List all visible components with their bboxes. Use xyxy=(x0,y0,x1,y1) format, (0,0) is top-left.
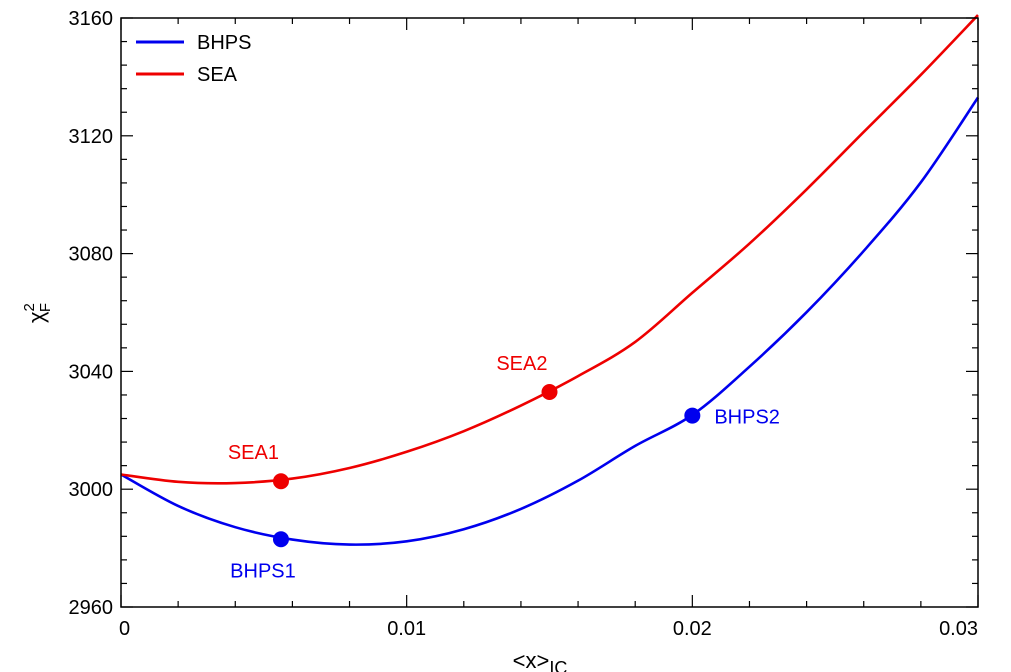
y-tick-label: 3040 xyxy=(69,361,114,383)
point-label-bhps2: BHPS2 xyxy=(714,407,780,429)
x-axis-title: <x>IC xyxy=(513,648,568,672)
x-axis-title-sub: IC xyxy=(549,658,567,672)
y-axis-title-sup: 2 xyxy=(21,303,38,311)
legend: BHPS SEA xyxy=(136,32,251,86)
x-tick-label: 0.03 xyxy=(939,618,978,640)
point-label-bhps1: BHPS1 xyxy=(230,560,296,582)
y-axis-title: χ2F xyxy=(21,303,54,323)
x-axis-title-main: <x> xyxy=(513,648,550,672)
point-marker-sea2 xyxy=(541,384,558,401)
point-label-sea2: SEA2 xyxy=(496,353,547,375)
point-marker-bhps1 xyxy=(272,531,289,548)
y-tick-label: 2960 xyxy=(69,597,114,619)
y-tick-label: 3000 xyxy=(69,479,114,501)
series-layer xyxy=(120,14,980,546)
legend-label-bhps: BHPS xyxy=(197,32,251,54)
x-tick-label: 0 xyxy=(119,618,130,640)
point-label-sea1: SEA1 xyxy=(228,442,279,464)
series-line-sea xyxy=(120,14,979,485)
y-axis-title-main: χ xyxy=(24,311,49,323)
y-tick-label: 3160 xyxy=(69,8,114,30)
legend-label-sea: SEA xyxy=(197,64,238,86)
x-tick-label: 0.02 xyxy=(673,618,712,640)
point-marker-sea1 xyxy=(272,473,289,490)
series-line-bhps xyxy=(120,96,980,546)
x-tick-label: 0.01 xyxy=(387,618,426,640)
y-axis-title-sub: F xyxy=(37,303,54,312)
y-axis-title-group: χ2F xyxy=(21,303,54,323)
y-tick-label: 3080 xyxy=(69,244,114,266)
y-tick-label: 3120 xyxy=(69,126,114,148)
ticks-layer: 0 0.01 0.02 0.03 2960 3000 3040 3080 3120 3160 xyxy=(69,8,979,640)
points-layer: SEA1 SEA2 BHPS1 BHPS2 xyxy=(228,353,780,582)
point-marker-bhps2 xyxy=(684,407,701,424)
plot-frame xyxy=(120,17,979,608)
